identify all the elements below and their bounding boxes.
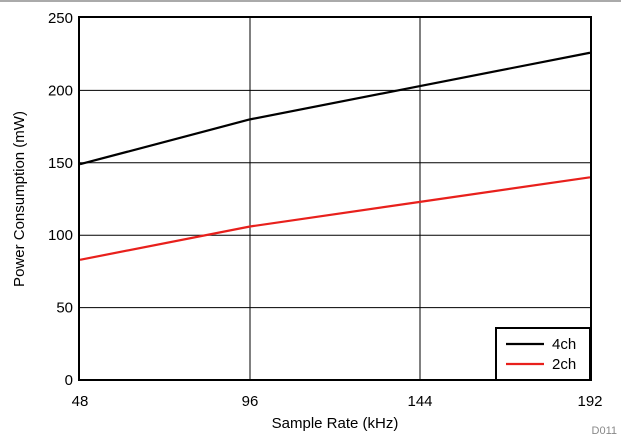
y-axis-title: Power Consumption (mW) [11, 111, 28, 287]
series-lines [79, 51, 591, 261]
series-line-2ch [79, 176, 591, 261]
legend-label-4ch: 4ch [552, 336, 576, 353]
y-tick-label: 200 [48, 82, 73, 99]
plot-frame [78, 16, 592, 381]
y-tick-label: 250 [48, 10, 73, 27]
y-tick-label: 100 [48, 227, 73, 244]
figure-id: D011 [592, 425, 617, 437]
x-tick-label: 96 [242, 393, 259, 410]
tick-labels: 48 96 144 192 0 50 100 150 200 250 [48, 10, 603, 410]
x-tick-label: 48 [72, 393, 89, 410]
legend-box [495, 327, 591, 381]
y-tick-label: 150 [48, 155, 73, 172]
grid-lines [80, 18, 590, 380]
legend-label-2ch: 2ch [552, 356, 576, 373]
x-tick-label: 192 [577, 393, 602, 410]
x-axis-title: Sample Rate (kHz) [272, 415, 399, 432]
series-line-4ch [79, 51, 591, 166]
y-tick-label: 50 [56, 300, 73, 317]
x-tick-label: 144 [407, 393, 432, 410]
y-tick-label: 0 [65, 372, 73, 389]
